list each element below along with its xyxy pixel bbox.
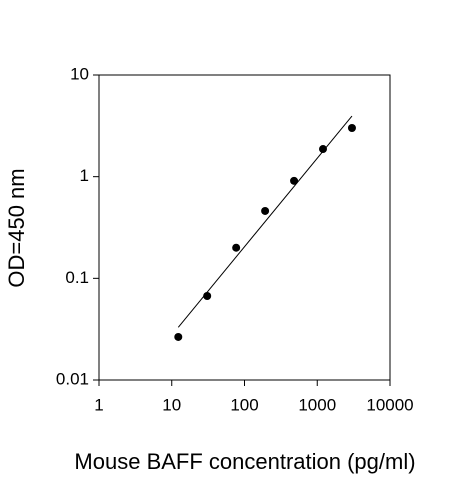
data-point [290,176,299,185]
x-axis-title: Mouse BAFF concentration (pg/ml) [74,449,415,474]
data-point [174,332,183,341]
y-tick-label: 0.1 [65,268,89,287]
data-point [319,145,328,154]
data-point [261,206,270,215]
data-point [347,124,356,133]
fit-line [177,115,353,328]
plot-frame [98,74,391,381]
y-tick-label: 10 [70,64,89,83]
x-tick-label: 100 [230,395,258,414]
x-tick-label: 10000 [366,395,413,414]
data-point [232,243,241,252]
y-tick-label: 1 [80,166,89,185]
x-tick-label: 10 [162,395,181,414]
y-tick-label: 0.01 [56,369,89,388]
x-tick-label: 1 [94,395,103,414]
y-axis-title: OD=450 nm [4,168,29,287]
x-tick-label: 1000 [298,395,336,414]
